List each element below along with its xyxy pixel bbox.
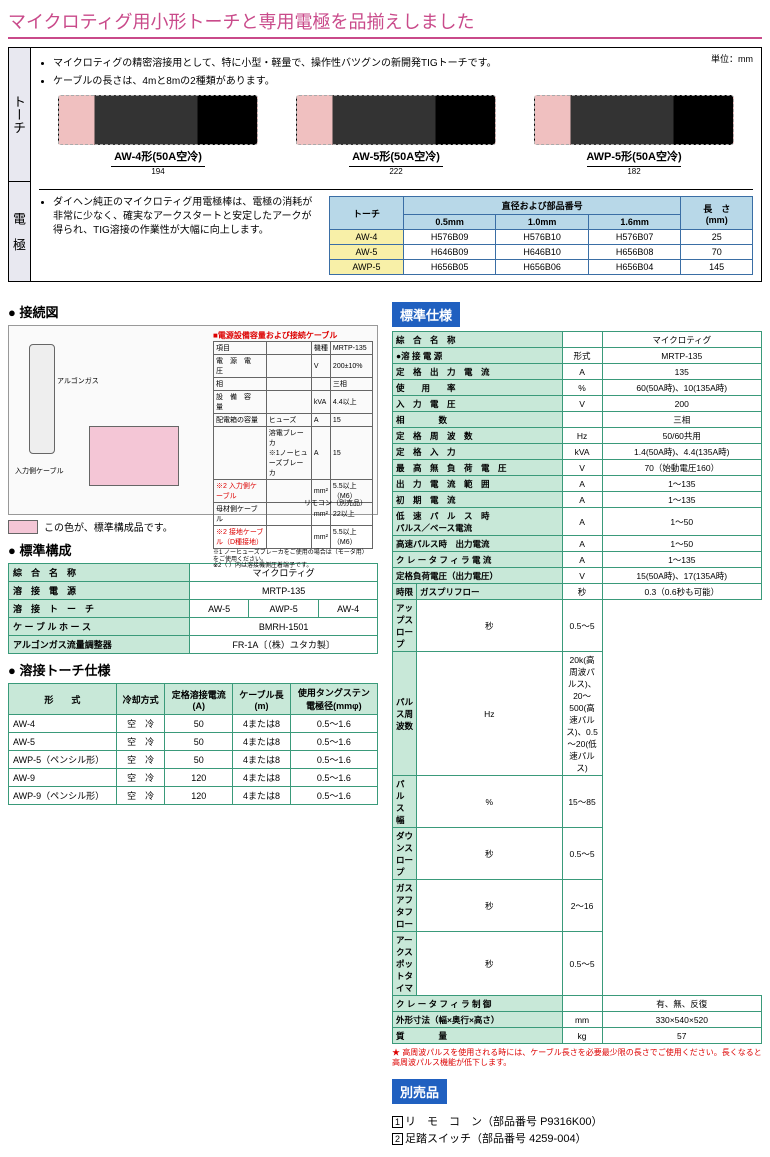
torch-dimension: 222: [349, 166, 442, 176]
table-row: 時限ガスプリフロー秒0.3（0.6秒も可能）: [393, 584, 762, 600]
table-row: 最 高 無 負 荷 電 圧V70（始動電圧160）: [393, 460, 762, 476]
table-row: ク レ ー タ フ ィ ラ 電 流A1～135: [393, 552, 762, 568]
spec-table: 綜 合 名 称マイクロティグ●溶 接 電 源形式MRTP-135定 格 出 力 …: [392, 331, 762, 1044]
spec-note: ★ 高周波パルスを使用される時には、ケーブル長さを必要最少限の長さでご使用くださ…: [392, 1048, 762, 1069]
th: トーチ: [330, 197, 404, 230]
table-row: AW-4H576B09H576B10H576B0725: [330, 230, 753, 245]
table-row: AW-5H646B09H646B10H656B0870: [330, 245, 753, 260]
table-row: パルス周波数Hz20k(高周波パルス)、20～500(高速パルス)、0.5～20…: [393, 652, 762, 776]
table-row: 溶 接 ト ー チAW-5AWP-5AW-4: [9, 600, 378, 618]
table-row: 項目機種MRTP-135: [214, 342, 373, 355]
torch-illustration: [534, 95, 734, 145]
table-row: 定 格 周 波 数Hz50/60共用: [393, 428, 762, 444]
torch-item: AWP-5形(50A空冷) 182: [534, 95, 734, 177]
table-row: 配電箱の容量ヒューズA15: [214, 414, 373, 427]
table-row: ※2 接地ケーブル（D種接地）mm²5.5以上（M6）: [214, 526, 373, 549]
table-row: アルゴンガス流量調整器FR-1A〔（株）ユタカ製〕: [9, 636, 378, 654]
table-row: アップスロープ秒0.5～5: [393, 600, 762, 652]
composition-table: 綜 合 名 称マイクロティグ溶 接 電 源MRTP-135溶 接 ト ー チAW…: [8, 563, 378, 654]
electrode-text: ダイヘン純正のマイクロティグ用電極棒は、電極の消耗が非常に少なく、確実なアークス…: [39, 196, 319, 275]
table-row: ガスアフタフロー秒2～16: [393, 880, 762, 932]
electrode-desc: ダイヘン純正のマイクロティグ用電極棒は、電極の消耗が非常に少なく、確実なアークス…: [53, 196, 319, 238]
torch-spec-table: 形 式冷却方式定格溶接電流(A)ケーブル長(m)使用タングステン電極径(mmφ)…: [8, 683, 378, 805]
diagram-label: 入力側ケーブル: [15, 466, 64, 476]
th: 1.0mm: [496, 215, 589, 230]
torch-item: AW-5形(50A空冷) 222: [296, 95, 496, 177]
torch-dimension: 182: [587, 166, 680, 176]
connection-diagram: ■電源設備容量および接続ケーブル 項目機種MRTP-135電 源 電 圧V200…: [8, 325, 378, 515]
torch-spec-heading: ● 溶接トーチ仕様: [8, 660, 378, 679]
th: 1.6mm: [588, 215, 681, 230]
bullet: マイクロティグの精密溶接用として、特に小型・軽量で、操作性バツグンの新開発TIG…: [53, 54, 753, 69]
table-row: 高速パルス時 出力電流A1～50: [393, 536, 762, 552]
table-row: AWP-5（ペンシル形）空 冷504または80.5～1.6: [9, 751, 378, 769]
torch-label: AWP-5形(50A空冷): [534, 148, 734, 164]
welder-icon: [89, 426, 179, 486]
torch-item: AW-4形(50A空冷) 194: [58, 95, 258, 177]
table-row: 質 量kg57: [393, 1028, 762, 1044]
capacity-table: 項目機種MRTP-135電 源 電 圧V200±10%相三相設 備 容 量kVA…: [213, 341, 373, 549]
table-row: 入 力 電 圧V200: [393, 396, 762, 412]
torch-illustration: [58, 95, 258, 145]
electrode-table: トーチ 直径および部品番号 長 さ(mm) 0.5mm1.0mm1.6mm AW…: [329, 196, 753, 275]
table-row: 形 式冷却方式定格溶接電流(A)ケーブル長(m)使用タングステン電極径(mmφ): [9, 684, 378, 715]
torch-electrode-box: トーチ 電 極 単位：mm マイクロティグの精密溶接用として、特に小型・軽量で、…: [8, 47, 762, 282]
page-title: マイクロティグ用小形トーチと専用電極を品揃えしました: [8, 8, 762, 39]
table-row: 定 格 入 力kVA1.4(50A時)、4.4(135A時): [393, 444, 762, 460]
th: 長 さ(mm): [681, 197, 753, 230]
table-row: AW-5空 冷504または80.5～1.6: [9, 733, 378, 751]
table-row: 電 源 電 圧V200±10%: [214, 355, 373, 378]
th: 直径および部品番号: [403, 197, 681, 215]
unit-label: 単位：mm: [711, 52, 753, 65]
torch-label: AW-4形(50A空冷): [58, 148, 258, 164]
table-row: アークスポットタイマ秒0.5～5: [393, 932, 762, 996]
table-row: 定 格 出 力 電 流A135: [393, 364, 762, 380]
table-row: 溶 接 電 源MRTP-135: [9, 582, 378, 600]
table-row: 相三相: [214, 378, 373, 391]
table-row: 溶電ブレーカ※1ノーヒューズブレーカA15: [214, 427, 373, 480]
accessories-heading: 別売品: [392, 1079, 447, 1104]
accessories-list: 1リ モ コ ン（部品番号 P9316K00）2足踏スイッチ（部品番号 4259…: [392, 1114, 762, 1149]
table-row: 定格負荷電圧（出力電圧）V15(50A時)、17(135A時): [393, 568, 762, 584]
table-row: パ ル ス 幅%15～85: [393, 776, 762, 828]
torch-bullets: マイクロティグの精密溶接用として、特に小型・軽量で、操作性バツグンの新開発TIG…: [39, 54, 753, 87]
table-row: 低 速 パ ル ス 時パルス／ベース電流A1～50: [393, 508, 762, 536]
spec-heading: 標準仕様: [392, 302, 460, 327]
bullet: ケーブルの長さは、4mと8mの2種類があります。: [53, 72, 753, 87]
th: 0.5mm: [403, 215, 496, 230]
table-row: ケ ー ブ ル ホ ー スBMRH-1501: [9, 618, 378, 636]
accessory-item: 1リ モ コ ン（部品番号 P9316K00）: [392, 1114, 762, 1132]
table-row: 設 備 容 量kVA4.4以上: [214, 391, 373, 414]
table-row: 綜 合 名 称マイクロティグ: [393, 332, 762, 348]
table-row: 外形寸法（幅×奥行×高さ）mm330×540×520: [393, 1012, 762, 1028]
table-row: ダウンスロープ秒0.5～5: [393, 828, 762, 880]
table-row: AWP-9（ペンシル形）空 冷1204または80.5～1.6: [9, 787, 378, 805]
torch-dimension: 194: [111, 166, 204, 176]
legend-text: この色が、標準構成品です。: [44, 519, 173, 534]
table-row: 初 期 電 流A1～135: [393, 492, 762, 508]
table-row: AWP-5H656B05H656B06H656B04145: [330, 260, 753, 275]
table-row: ク レ ー タ フ ィ ラ 制 御有、無、反復: [393, 996, 762, 1012]
electrode-tab: 電 極: [9, 181, 31, 281]
torch-illustration: [296, 95, 496, 145]
cap-table-title: ■電源設備容量および接続ケーブル: [213, 330, 373, 341]
table-row: 使 用 率%60(50A時)、10(135A時): [393, 380, 762, 396]
table-row: AW-4空 冷504または80.5～1.6: [9, 715, 378, 733]
connection-heading: ● 接続図: [8, 302, 378, 321]
gas-cylinder-icon: [29, 344, 55, 454]
torch-tab: トーチ: [9, 48, 31, 181]
table-row: AW-9空 冷1204または80.5～1.6: [9, 769, 378, 787]
cap-note: ※1 ノーヒューズブレーカをご使用の場合は（モータ用）をご使用ください。※2（ …: [213, 550, 373, 570]
legend-swatch: [8, 520, 38, 534]
accessory-item: 2足踏スイッチ（部品番号 4259-004）: [392, 1131, 762, 1149]
torch-label: AW-5形(50A空冷): [296, 148, 496, 164]
diagram-label: アルゴンガス: [57, 376, 99, 386]
table-row: 相 数三相: [393, 412, 762, 428]
table-row: 出 力 電 流 範 囲A1～135: [393, 476, 762, 492]
table-row: ●溶 接 電 源形式MRTP-135: [393, 348, 762, 364]
diagram-label: リモコン（別売品）: [304, 498, 367, 508]
